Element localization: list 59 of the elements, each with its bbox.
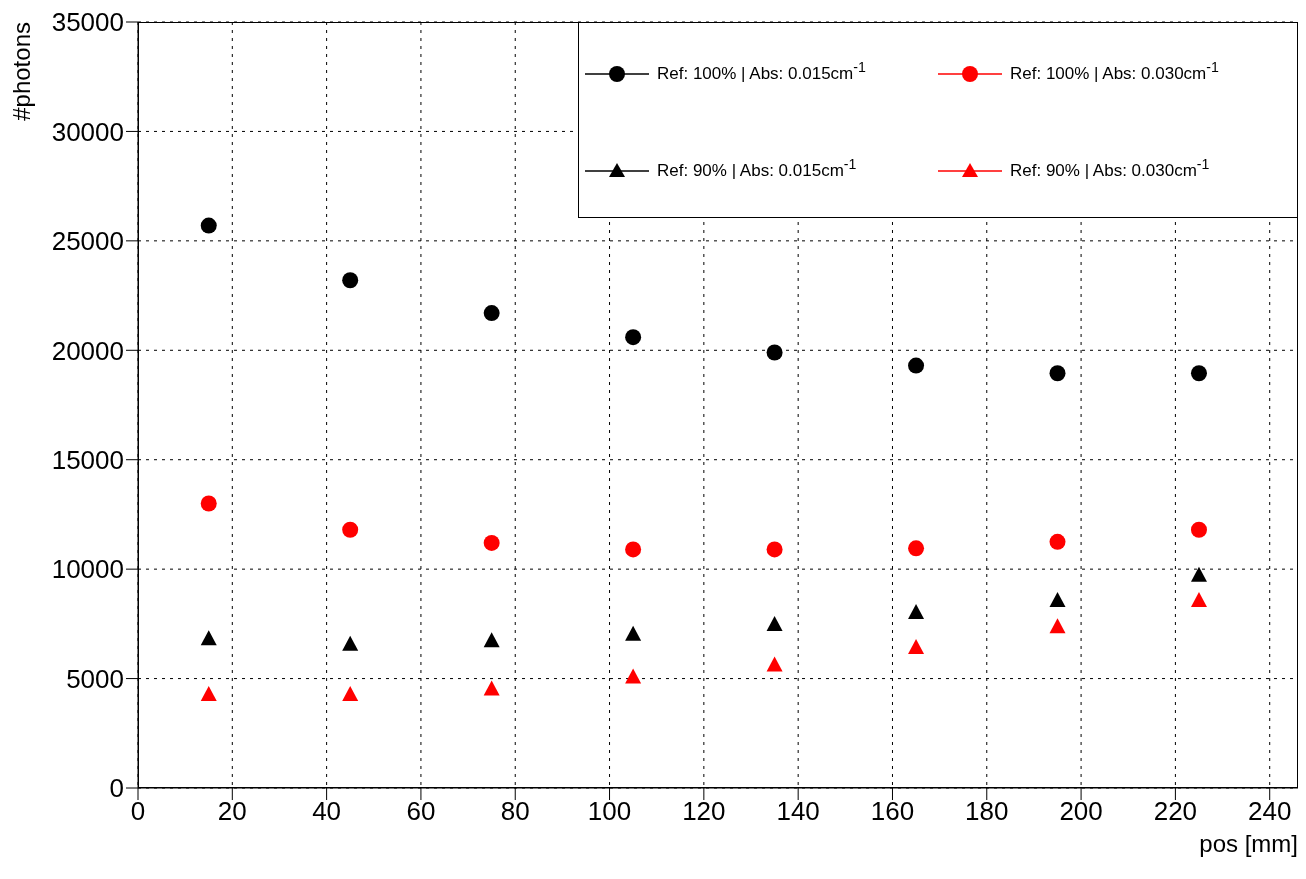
- point: [908, 603, 925, 619]
- point: [200, 495, 217, 512]
- point: [200, 685, 217, 701]
- y-tick-label: 20000: [51, 335, 124, 366]
- x-axis-title: pos [mm]: [1199, 830, 1298, 858]
- point: [908, 638, 925, 654]
- point: [1190, 365, 1207, 382]
- point: [1049, 591, 1066, 607]
- point: [1049, 533, 1066, 550]
- point: [1190, 566, 1207, 582]
- x-tick-label: 220: [1153, 796, 1198, 827]
- point: [766, 344, 783, 361]
- point: [483, 305, 500, 322]
- x-tick-label: 20: [217, 796, 247, 827]
- y-tick-label: 30000: [51, 116, 124, 147]
- legend-label: Ref: 100% | Abs: 0.030cm$^{-1}$: [1010, 58, 1219, 83]
- legend-label: Ref: 100% | Abs: 0.015cm$^{-1}$: [657, 58, 866, 83]
- point: [625, 541, 642, 558]
- x-tick-label: 180: [965, 796, 1009, 827]
- x-tick-label: 60: [406, 796, 436, 827]
- point: [1190, 591, 1207, 607]
- point: [908, 540, 925, 557]
- point: [908, 357, 925, 374]
- x-tick-label: 40: [312, 796, 342, 827]
- y-tick-label: 5000: [66, 663, 124, 694]
- point: [1049, 618, 1066, 634]
- point: [766, 541, 783, 558]
- legend-label: Ref: 90% | Abs: 0.015cm$^{-1}$: [657, 155, 857, 180]
- x-tick-label: 200: [1059, 796, 1103, 827]
- x-tick-label: 0: [130, 796, 146, 827]
- x-tick-label: 140: [776, 796, 820, 827]
- point: [483, 534, 500, 551]
- y-tick-label: 10000: [51, 554, 124, 585]
- point: [766, 615, 783, 631]
- y-tick-label: 25000: [51, 226, 124, 257]
- point: [625, 625, 642, 641]
- point: [483, 632, 500, 648]
- y-axis-title: #photons: [8, 22, 36, 121]
- x-tick-label: 80: [500, 796, 530, 827]
- legend-label: Ref: 90% | Abs: 0.030cm$^{-1}$: [1010, 155, 1210, 180]
- y-tick-label: 0: [109, 773, 124, 804]
- point: [342, 521, 359, 538]
- x-tick-label: 240: [1248, 796, 1292, 827]
- y-tick-label: 35000: [51, 7, 124, 38]
- x-tick-label: 100: [587, 796, 632, 827]
- x-tick-label: 160: [870, 796, 915, 827]
- point: [1190, 521, 1207, 538]
- point: [766, 656, 783, 672]
- point: [200, 217, 217, 234]
- point: [625, 329, 642, 346]
- point: [342, 635, 359, 651]
- point: [342, 272, 359, 289]
- point: [342, 685, 359, 701]
- point: [625, 668, 642, 684]
- point: [483, 680, 500, 696]
- point: [1049, 365, 1066, 382]
- point: [200, 630, 217, 646]
- y-tick-label: 15000: [51, 444, 124, 475]
- x-tick-label: 120: [682, 796, 726, 827]
